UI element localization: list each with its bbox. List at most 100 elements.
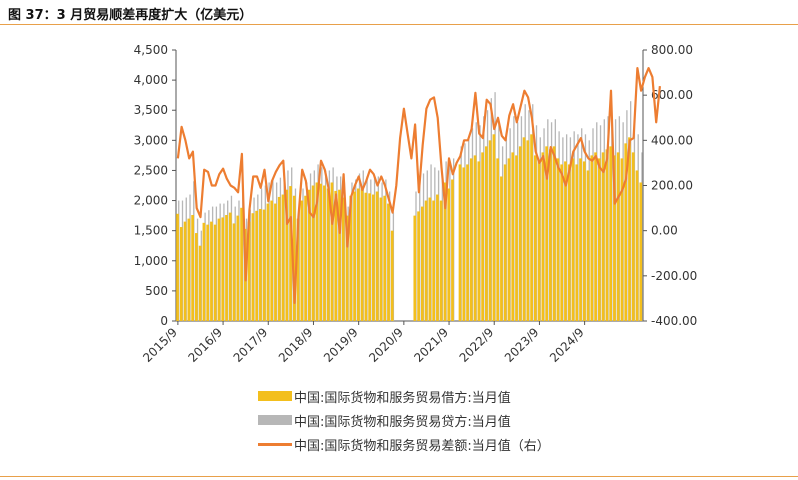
debit-bar	[582, 161, 586, 321]
debit-bar	[469, 158, 473, 321]
chart-title: 图 37：3 月贸易顺差再度扩大（亿美元）	[8, 8, 253, 23]
debit-bar	[206, 224, 210, 321]
debit-bar	[443, 182, 447, 321]
debit-bar	[511, 152, 515, 321]
debit-bar	[451, 179, 454, 321]
debit-bar	[247, 221, 251, 321]
debit-bar	[560, 164, 564, 321]
debit-bar	[631, 152, 635, 321]
debit-bar	[413, 215, 417, 321]
debit-bar	[571, 158, 575, 321]
debit-bar	[221, 217, 225, 321]
debit-bar	[315, 182, 319, 321]
debit-bar	[202, 222, 206, 321]
debit-bar	[526, 140, 530, 321]
y-tick-label: 1,000	[134, 254, 168, 268]
debit-bar	[360, 188, 364, 321]
top-rule	[0, 24, 798, 25]
debit-bar	[296, 218, 300, 321]
debit-bar	[236, 215, 240, 321]
debit-bar	[289, 186, 292, 321]
x-tick-label: 2021/9	[411, 325, 451, 365]
y2-tick-label: 600.00	[651, 88, 693, 102]
x-tick-label: 2018/9	[276, 325, 316, 365]
debit-bar	[605, 149, 609, 321]
y2-tick-label: 800.00	[651, 43, 693, 57]
debit-bar	[304, 195, 307, 321]
debit-bar	[537, 161, 541, 321]
debit-bar	[545, 146, 548, 321]
debit-bar	[420, 206, 424, 321]
legend: 中国:国际货物和服务贸易借方:当月值 中国:国际货物和服务贸易贷方:当月值 中国…	[258, 384, 550, 456]
debit-bar	[628, 137, 631, 321]
balance-line	[176, 67, 661, 304]
debit-bar	[308, 189, 311, 321]
debit-bar	[259, 208, 262, 321]
debit-bar	[549, 149, 552, 321]
debit-bar	[213, 224, 217, 321]
debit-bar	[447, 188, 451, 321]
debit-bar	[485, 146, 488, 321]
debit-bar	[326, 188, 330, 321]
legend-item-balance: 中国:国际货物和服务贸易差额:当月值（右）	[258, 432, 550, 456]
x-tick-label: 2019/9	[321, 325, 361, 365]
debit-bar	[225, 215, 228, 321]
debit-bar	[341, 197, 345, 321]
y2-tick-label: 200.00	[651, 179, 693, 193]
debit-bar	[541, 152, 545, 321]
debit-bar	[417, 211, 420, 321]
debit-bar	[432, 200, 435, 321]
debit-bar	[597, 158, 601, 321]
debit-bar	[176, 213, 179, 321]
debit-bar	[533, 155, 537, 321]
debit-bar	[552, 146, 556, 321]
debit-bar	[462, 167, 466, 321]
debit-bar	[300, 200, 304, 321]
debit-bar	[255, 210, 258, 321]
y2-tick-label: -400.00	[651, 314, 697, 328]
chart: 0 500 1,000 1,500 2,000 2,500 3,000 3,500 4,000 4…	[134, 43, 698, 365]
legend-swatch-credit	[258, 415, 292, 425]
debit-bar	[616, 152, 620, 321]
debit-bar	[383, 195, 387, 321]
debit-bar	[210, 221, 213, 321]
legend-label-debit: 中国:国际货物和服务贸易借方:当月值	[294, 390, 511, 406]
legend-swatch-debit	[258, 391, 292, 401]
y2-tick-label: 400.00	[651, 133, 693, 147]
debit-bar	[274, 203, 277, 321]
y-tick-label: 500	[145, 284, 168, 298]
debit-bar	[639, 182, 643, 321]
bottom-rule	[0, 476, 798, 477]
x-tick-label: 2024/9	[547, 325, 587, 365]
debit-bar	[500, 176, 503, 321]
y-tick-label: 3,500	[134, 103, 168, 117]
debit-bar	[228, 212, 232, 321]
x-tick-label: 2015/9	[140, 325, 180, 365]
debit-bar	[436, 194, 439, 321]
y-tick-label: 1,500	[134, 224, 168, 238]
x-tick-label: 2022/9	[457, 325, 497, 365]
debit-bar	[285, 189, 289, 321]
debit-bar	[635, 170, 639, 321]
debit-bar	[530, 134, 533, 321]
debit-bar	[266, 203, 270, 321]
debit-bar	[217, 218, 221, 321]
debit-bar	[579, 158, 582, 321]
debit-bar	[428, 197, 432, 321]
debit-bar	[372, 194, 375, 321]
debit-bar	[481, 152, 484, 321]
debit-bar	[515, 155, 518, 321]
y2-tick-label: -200.00	[651, 269, 697, 283]
debit-bar	[439, 200, 443, 321]
debit-bar	[183, 221, 187, 321]
legend-label-credit: 中国:国际货物和服务贸易贷方:当月值	[294, 414, 511, 430]
debit-bar	[262, 209, 266, 321]
debit-bar	[368, 193, 371, 321]
debit-bar	[564, 161, 567, 321]
legend-item-debit: 中国:国际货物和服务贸易借方:当月值	[258, 384, 550, 408]
debit-bar	[458, 164, 462, 321]
legend-swatch-balance	[258, 442, 292, 446]
y-tick-label: 3,000	[134, 133, 168, 147]
x-tick-label: 2020/9	[366, 325, 406, 365]
y-tick-label: 2,000	[134, 194, 168, 208]
